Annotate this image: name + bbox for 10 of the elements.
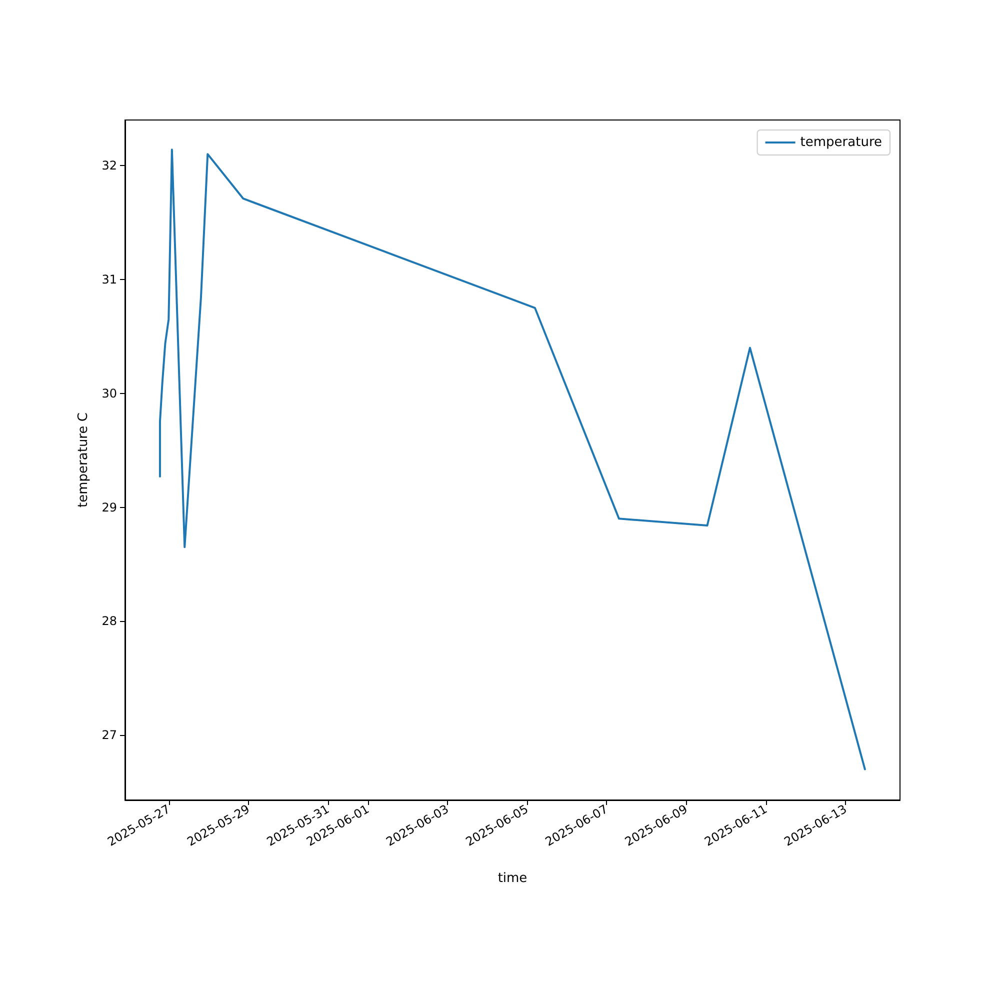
y-tick-label: 27 (102, 728, 117, 742)
y-axis-title: temperature C (76, 412, 91, 508)
x-axis-title: time (498, 871, 528, 886)
y-tick-label: 30 (102, 386, 117, 400)
line-series (158, 148, 866, 770)
y-tick-label: 31 (102, 272, 117, 286)
y-tick-label: 28 (102, 614, 117, 628)
y-tick-label: 32 (102, 158, 117, 173)
y-tick-label: 29 (102, 500, 117, 514)
legend-label: temperature (800, 135, 882, 150)
